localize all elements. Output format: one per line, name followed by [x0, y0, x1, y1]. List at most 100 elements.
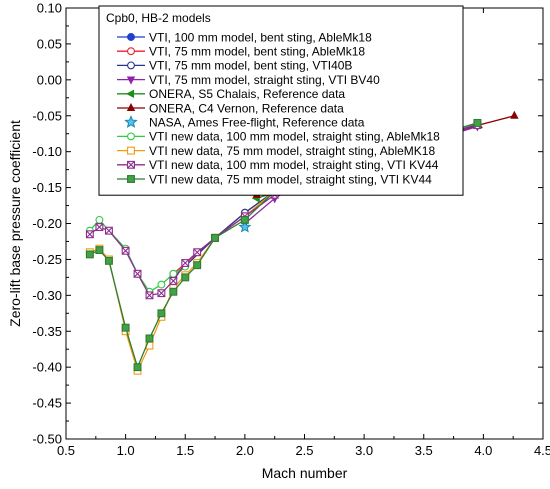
data-point: [85, 230, 94, 239]
data-point: [145, 291, 154, 300]
legend-marker-cross: [127, 161, 135, 169]
legend-label: VTI, 75 mm model, bent sting, AbleMk18: [149, 45, 365, 59]
legend-label: VTI new data, 75 mm model, straight stin…: [149, 144, 435, 158]
data-point: [181, 259, 190, 267]
x-axis: 0.5 1.0 1.5 2.0 2.5 3.0 3.5 4.0 4.5: [57, 8, 550, 458]
x-tick-label: 4.5: [534, 443, 550, 458]
legend-item: VTI new data, 75 mm model, straight stin…: [117, 144, 435, 158]
x-axis-title: Mach number: [262, 465, 348, 481]
data-point: [473, 118, 482, 127]
data-point: [104, 226, 113, 235]
x-tick-label: 4.0: [474, 443, 492, 458]
y-tick-label: 0.10: [37, 1, 62, 16]
y-tick-label: 0.00: [37, 72, 62, 87]
legend-label: VTI new data, 100 mm model, straight sti…: [149, 130, 440, 144]
legend-item: NASA, Ames Free-flight, Reference data: [124, 115, 365, 130]
legend-marker: [127, 160, 135, 169]
legend-label: VTI, 75 mm model, bent sting, VTI40B: [149, 59, 352, 73]
y-tick-label: -0.20: [32, 216, 62, 231]
data-point: [169, 269, 178, 278]
legend: Cpb0, HB-2 models VTI, 100 mm model, ben…: [98, 5, 464, 196]
legend-item: VTI new data, 75 mm model, straight stin…: [117, 172, 432, 186]
legend-label: NASA, Ames Free-flight, Reference data: [149, 116, 365, 130]
data-point: [95, 215, 104, 224]
y-axis: -0.50 -0.45 -0.40 -0.35 -0.30 -0.25 -0.20 -0.15…: [32, 1, 543, 447]
y-tick-label: -0.45: [32, 396, 62, 411]
legend-label: ONERA, C4 Vernon, Reference data: [149, 101, 344, 115]
data-point: [145, 334, 154, 343]
legend-marker: [127, 175, 135, 183]
data-point: [95, 223, 104, 232]
y-tick-label: -0.10: [32, 144, 62, 159]
data-point: [95, 246, 104, 255]
data-point-cross: [169, 277, 178, 285]
data-point-cross: [193, 248, 201, 257]
legend-box: [98, 5, 464, 196]
data-point: [169, 277, 178, 285]
series-7: [238, 220, 252, 233]
legend-item: VTI, 75 mm model, straight sting, VTI BV…: [117, 73, 380, 87]
data-point: [240, 215, 249, 224]
legend-marker: [126, 76, 136, 85]
legend-item: VTI new data, 100 mm model, straight sti…: [117, 158, 439, 172]
x-tick-label: 2.0: [236, 443, 254, 458]
data-point: [157, 289, 166, 298]
data-point-cross: [145, 291, 154, 300]
legend-marker: [127, 61, 135, 70]
y-tick-label: -0.50: [32, 432, 62, 447]
x-tick-label: 3.5: [415, 443, 433, 458]
legend-label: VTI new data, 100 mm model, straight sti…: [149, 158, 439, 172]
legend-items: VTI, 100 mm model, bent sting, AbleMk18V…: [117, 30, 440, 186]
x-tick-label: 0.5: [57, 443, 75, 458]
y-tick-label: -0.30: [32, 288, 62, 303]
y-axis-title: Zero-lift base pressure coefficient: [7, 120, 23, 327]
legend-title: Cpb0, HB-2 models: [106, 11, 211, 25]
x-tick-label: 2.5: [295, 443, 313, 458]
data-point-cross: [157, 289, 166, 297]
data-point-cross: [133, 269, 142, 278]
legend-marker: [127, 146, 135, 155]
data-point: [510, 110, 519, 119]
y-tick-label: -0.15: [32, 180, 62, 195]
data-point: [169, 287, 178, 296]
legend-item: VTI, 100 mm model, bent sting, AbleMk18: [117, 30, 372, 44]
data-point: [193, 248, 202, 257]
legend-label: VTI new data, 75 mm model, straight stin…: [149, 172, 432, 186]
legend-marker: [126, 89, 135, 99]
data-point-cross: [86, 230, 94, 239]
legend-label: VTI, 100 mm model, bent sting, AbleMk18: [149, 30, 372, 44]
data-point: [133, 363, 142, 372]
legend-item: ONERA, C4 Vernon, Reference data: [117, 101, 344, 115]
legend-label: VTI, 75 mm model, straight sting, VTI BV…: [149, 73, 380, 87]
legend-item: VTI, 75 mm model, bent sting, AbleMk18: [117, 45, 365, 59]
data-point: [157, 309, 166, 318]
data-point: [121, 246, 130, 255]
data-point: [157, 280, 166, 289]
data-point-cross: [95, 223, 104, 231]
data-point: [133, 269, 142, 278]
data-point: [121, 323, 130, 332]
x-tick-label: 1.0: [117, 443, 135, 458]
y-tick-label: -0.05: [32, 108, 62, 123]
legend-marker: [124, 115, 138, 128]
data-point-cross: [121, 247, 130, 255]
data-point: [238, 220, 252, 233]
legend-item: VTI, 75 mm model, bent sting, VTI40B: [117, 59, 352, 73]
legend-marker: [127, 33, 135, 41]
x-tick-label: 3.0: [355, 443, 373, 458]
y-tick-label: 0.05: [37, 36, 62, 51]
legend-marker: [127, 47, 135, 56]
y-tick-label: -0.25: [32, 252, 62, 267]
legend-marker: [127, 132, 135, 141]
legend-item: VTI new data, 100 mm model, straight sti…: [117, 130, 440, 144]
x-tick-label: 1.5: [176, 443, 194, 458]
legend-label: ONERA, S5 Chalais, Reference data: [149, 87, 345, 101]
data-point: [85, 250, 94, 259]
legend-marker: [126, 103, 136, 112]
data-point-cross: [105, 226, 113, 235]
data-point: [211, 233, 220, 242]
data-point: [181, 273, 190, 282]
legend-item: ONERA, S5 Chalais, Reference data: [117, 87, 345, 101]
data-point: [193, 261, 202, 270]
